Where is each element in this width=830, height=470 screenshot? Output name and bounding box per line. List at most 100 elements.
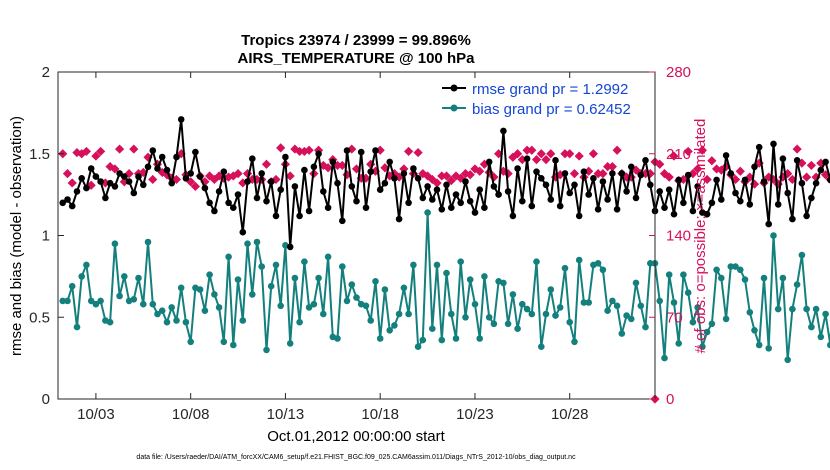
bias-point: [97, 297, 104, 305]
obs_possible-marker: [276, 143, 286, 153]
bias-point: [623, 312, 630, 319]
rmse-point: [121, 173, 128, 180]
rmse-point: [272, 212, 280, 220]
rmse-point: [106, 179, 114, 187]
obs_possible-marker: [603, 161, 613, 172]
rmse-point: [718, 196, 725, 203]
bias-point: [177, 284, 185, 292]
bias-point: [628, 315, 635, 323]
legend-bias-marker: [450, 104, 458, 112]
rmse-point: [211, 207, 218, 215]
bias-point: [481, 273, 488, 280]
bias-point: [822, 310, 829, 318]
bias-point: [580, 299, 588, 306]
rmse-point: [234, 191, 242, 198]
rmse-point: [618, 170, 626, 177]
bias-point: [448, 310, 455, 318]
bias-point: [78, 273, 85, 280]
y-tick-label-left: 0: [42, 391, 50, 408]
obs_possible-marker: [598, 169, 608, 179]
bias-point: [703, 328, 711, 336]
obs_possible-marker: [494, 149, 504, 159]
obs_possible-marker: [527, 145, 537, 155]
bias-point: [149, 300, 157, 308]
rmse-point: [689, 207, 697, 215]
bias-point: [514, 325, 521, 333]
obs_possible-marker: [711, 164, 722, 174]
obs_possible-marker: [404, 146, 414, 157]
obs_possible-marker: [683, 146, 693, 157]
bias-point: [334, 335, 341, 342]
bias-point: [732, 263, 739, 270]
obs_possible-marker: [337, 160, 347, 171]
obs_possible-marker: [707, 156, 717, 166]
rmse-point: [519, 197, 526, 205]
rmse-point: [343, 147, 351, 154]
rmse-point: [116, 170, 123, 177]
obs_possible-marker: [531, 154, 542, 165]
bias-point: [173, 317, 180, 324]
rmse-point: [310, 163, 318, 171]
bias-point: [272, 261, 280, 269]
obs_possible-marker: [323, 163, 333, 173]
rmse-point: [675, 176, 682, 184]
obs_possible-marker: [517, 154, 527, 165]
obs_possible-marker: [688, 169, 698, 179]
legend-bias-label: bias grand pr = 0.62452: [472, 101, 631, 118]
rmse-point: [812, 179, 820, 187]
x-tick-label: 10/18: [361, 406, 399, 423]
obs_possible-marker: [802, 172, 812, 182]
bias-point: [324, 253, 332, 261]
rmse-point: [604, 196, 611, 203]
rmse-series: [59, 116, 830, 251]
rmse-point: [433, 186, 441, 193]
rmse-point: [514, 165, 521, 172]
y-axis-label-left: rmse and bias (model - observation): [8, 116, 25, 356]
rmse-point: [405, 199, 412, 207]
y-tick-label-left: 1: [42, 228, 50, 245]
bias-point: [713, 266, 720, 274]
rmse-point: [258, 170, 266, 177]
bias-point: [476, 335, 484, 342]
bias-point: [201, 307, 209, 315]
bias-point: [135, 274, 142, 282]
bias-point: [751, 327, 758, 334]
rmse-point: [594, 206, 602, 213]
bias-point: [504, 320, 512, 328]
bias-point: [87, 297, 95, 305]
obs_possible-marker: [569, 169, 580, 179]
bias-point: [561, 264, 569, 272]
bias-point: [812, 305, 820, 313]
obs_possible-marker: [716, 165, 726, 175]
bias-point: [362, 302, 370, 310]
bias-point: [471, 300, 479, 308]
left-y-axis: 0 0.5 1 1.5 2: [29, 64, 64, 408]
rmse-point: [249, 155, 256, 162]
bias-point: [305, 304, 313, 311]
bias-point: [83, 261, 90, 269]
bias-point: [556, 304, 564, 311]
obs_possible-marker: [792, 144, 802, 154]
rmse-point: [381, 179, 389, 187]
rmse-point: [642, 157, 649, 164]
rmse-point: [542, 181, 550, 189]
rmse-point: [827, 176, 830, 184]
rmse-point: [225, 199, 232, 207]
bias-point: [433, 261, 441, 269]
obs_possible-marker: [546, 149, 556, 159]
rmse-point: [320, 188, 327, 195]
obs_possible-marker: [489, 172, 499, 182]
bias-point: [722, 315, 730, 323]
rmse-point: [609, 170, 616, 177]
bias-point: [405, 310, 412, 318]
bias-point: [144, 238, 152, 246]
rmse-point: [471, 209, 479, 216]
bias-point: [760, 274, 768, 282]
bias-point: [249, 291, 256, 298]
bias-point: [542, 310, 550, 318]
obs_possible-marker: [584, 166, 594, 176]
obs_possible-marker: [593, 169, 603, 179]
rmse-point: [737, 197, 744, 205]
rmse-point: [196, 173, 204, 180]
obs_possible-marker: [655, 159, 665, 169]
